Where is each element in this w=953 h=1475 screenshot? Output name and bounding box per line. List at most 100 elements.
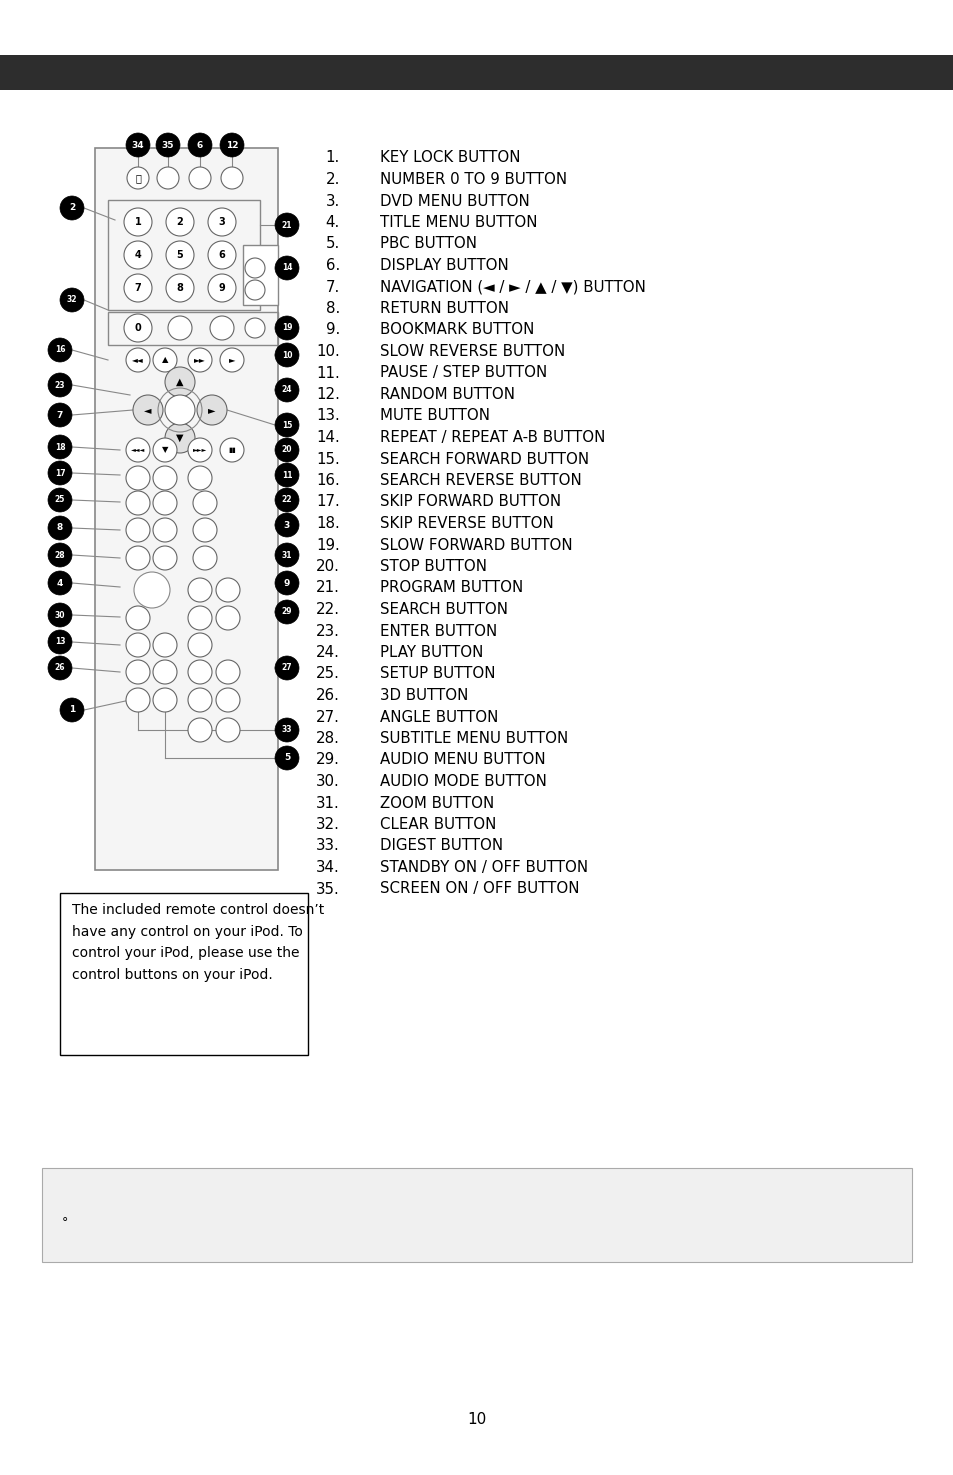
Circle shape [152, 518, 177, 541]
Circle shape [168, 316, 192, 341]
Text: STANDBY ON / OFF BUTTON: STANDBY ON / OFF BUTTON [379, 860, 587, 875]
Text: MUTE BUTTON: MUTE BUTTON [379, 409, 490, 423]
Circle shape [274, 463, 298, 487]
Circle shape [188, 133, 212, 156]
Circle shape [210, 316, 233, 341]
Text: 3: 3 [218, 217, 225, 227]
Text: 7: 7 [57, 410, 63, 419]
Bar [108, 313, 277, 345]
Text: °: ° [62, 1217, 69, 1230]
Text: ►: ► [208, 406, 215, 414]
Circle shape [48, 630, 71, 653]
Text: 12.: 12. [315, 386, 339, 403]
Text: CLEAR BUTTON: CLEAR BUTTON [379, 817, 496, 832]
Circle shape [245, 258, 265, 277]
Text: 29: 29 [281, 608, 292, 617]
Circle shape [188, 348, 212, 372]
Circle shape [274, 316, 298, 341]
Circle shape [208, 208, 235, 236]
Circle shape [152, 348, 177, 372]
Text: 9.: 9. [325, 323, 339, 338]
Text: 34: 34 [132, 140, 144, 149]
Text: STOP BUTTON: STOP BUTTON [379, 559, 486, 574]
Circle shape [48, 338, 71, 361]
Text: 28.: 28. [315, 732, 339, 746]
Circle shape [220, 133, 244, 156]
Text: 7.: 7. [325, 279, 339, 295]
Circle shape [189, 167, 211, 189]
Text: 3D BUTTON: 3D BUTTON [379, 687, 468, 704]
Circle shape [274, 543, 298, 566]
Text: 0: 0 [134, 323, 141, 333]
Text: BOOKMARK BUTTON: BOOKMARK BUTTON [379, 323, 534, 338]
Text: AUDIO MODE BUTTON: AUDIO MODE BUTTON [379, 774, 546, 789]
Circle shape [165, 395, 194, 425]
Text: 9: 9 [283, 578, 290, 587]
Text: PBC BUTTON: PBC BUTTON [379, 236, 476, 252]
Text: 10: 10 [281, 351, 292, 360]
Circle shape [48, 488, 71, 512]
Circle shape [274, 488, 298, 512]
Text: TITLE MENU BUTTON: TITLE MENU BUTTON [379, 215, 537, 230]
Text: KEY LOCK BUTTON: KEY LOCK BUTTON [379, 150, 520, 165]
Text: 29.: 29. [315, 752, 339, 767]
Circle shape [152, 491, 177, 515]
Text: 23.: 23. [315, 624, 339, 639]
Text: SCREEN ON / OFF BUTTON: SCREEN ON / OFF BUTTON [379, 882, 578, 897]
Circle shape [274, 212, 298, 237]
Text: 13.: 13. [315, 409, 339, 423]
Circle shape [156, 133, 180, 156]
Text: 27.: 27. [315, 709, 339, 724]
Bar [0, 55, 953, 90]
Text: RETURN BUTTON: RETURN BUTTON [379, 301, 509, 316]
Text: 1: 1 [134, 217, 141, 227]
Circle shape [274, 718, 298, 742]
Circle shape [274, 257, 298, 280]
Circle shape [152, 659, 177, 684]
Text: SETUP BUTTON: SETUP BUTTON [379, 667, 495, 681]
Circle shape [48, 435, 71, 459]
Circle shape [274, 656, 298, 680]
Text: 17.: 17. [315, 494, 339, 509]
Text: ANGLE BUTTON: ANGLE BUTTON [379, 709, 497, 724]
Circle shape [152, 546, 177, 569]
Circle shape [274, 438, 298, 462]
Text: AUDIO MENU BUTTON: AUDIO MENU BUTTON [379, 752, 545, 767]
Text: 7: 7 [134, 283, 141, 294]
Text: The included remote control doesn’t
have any control on your iPod. To
control yo: The included remote control doesn’t have… [71, 903, 324, 982]
Text: 3: 3 [284, 521, 290, 530]
Circle shape [152, 438, 177, 462]
Circle shape [274, 746, 298, 770]
Circle shape [245, 319, 265, 338]
Text: 31.: 31. [315, 795, 339, 810]
Text: SUBTITLE MENU BUTTON: SUBTITLE MENU BUTTON [379, 732, 568, 746]
Bar [60, 892, 308, 1055]
Circle shape [124, 208, 152, 236]
Text: 3.: 3. [325, 193, 339, 208]
Text: PAUSE / STEP BUTTON: PAUSE / STEP BUTTON [379, 366, 547, 381]
Circle shape [274, 571, 298, 594]
Text: 32.: 32. [315, 817, 339, 832]
Text: 27: 27 [281, 664, 292, 673]
Text: 24.: 24. [315, 645, 339, 659]
Text: 20: 20 [281, 445, 292, 454]
Circle shape [126, 659, 150, 684]
Text: RANDOM BUTTON: RANDOM BUTTON [379, 386, 515, 403]
Circle shape [48, 462, 71, 485]
Text: 20.: 20. [315, 559, 339, 574]
Text: DVD MENU BUTTON: DVD MENU BUTTON [379, 193, 529, 208]
Circle shape [124, 274, 152, 302]
Circle shape [193, 546, 216, 569]
Circle shape [196, 395, 227, 425]
Circle shape [193, 518, 216, 541]
Circle shape [126, 633, 150, 656]
Text: ▲: ▲ [162, 355, 168, 364]
Text: ZOOM BUTTON: ZOOM BUTTON [379, 795, 494, 810]
Circle shape [48, 403, 71, 426]
Circle shape [274, 513, 298, 537]
Circle shape [126, 687, 150, 712]
Text: 25.: 25. [315, 667, 339, 681]
Text: 26: 26 [54, 664, 65, 673]
Circle shape [274, 344, 298, 367]
Text: 2: 2 [69, 204, 75, 212]
